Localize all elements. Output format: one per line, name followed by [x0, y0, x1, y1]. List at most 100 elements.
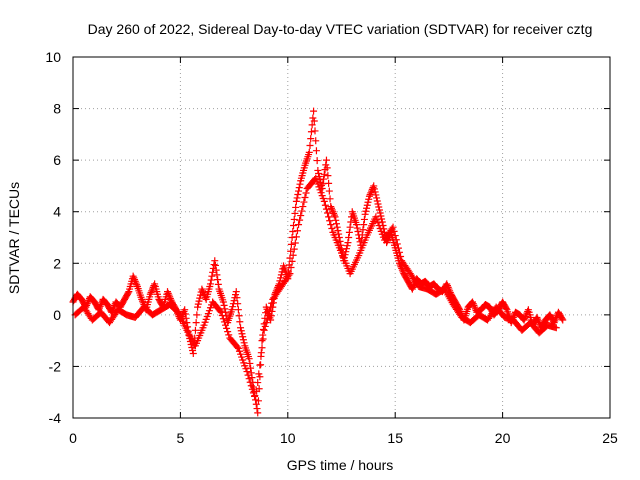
- data-point-marker: [342, 248, 350, 256]
- data-point-marker: [299, 203, 307, 211]
- y-tick-label: 4: [53, 204, 61, 220]
- data-point-marker: [213, 271, 221, 279]
- data-point-marker: [327, 203, 335, 211]
- data-point-marker: [233, 343, 241, 351]
- data-point-marker: [471, 303, 479, 311]
- data-point-marker: [195, 297, 203, 305]
- data-point-marker: [325, 187, 333, 195]
- data-point-marker: [332, 216, 340, 224]
- data-point-marker: [238, 330, 246, 338]
- data-point-marker: [235, 312, 243, 320]
- data-point-marker: [326, 195, 334, 203]
- data-point-marker: [295, 187, 303, 195]
- data-point-marker: [221, 305, 229, 313]
- data-point-marker: [222, 321, 230, 329]
- data-point-marker: [240, 339, 248, 347]
- data-point-marker: [397, 253, 405, 261]
- data-point-marker: [307, 135, 315, 143]
- data-point-marker: [234, 300, 242, 308]
- data-point-marker: [287, 240, 295, 248]
- y-tick-label: 10: [45, 49, 61, 65]
- data-point-marker: [220, 301, 228, 309]
- data-point-marker: [237, 324, 245, 332]
- data-point-marker: [232, 291, 240, 299]
- data-point-marker: [314, 166, 322, 174]
- data-point-marker: [295, 221, 303, 229]
- data-point-marker: [321, 201, 329, 209]
- data-point-marker: [390, 227, 398, 235]
- data-point-marker: [214, 280, 222, 288]
- data-point-marker: [322, 161, 330, 169]
- data-point-marker: [198, 285, 206, 293]
- data-point-marker: [298, 207, 306, 215]
- x-tick-label: 15: [387, 430, 403, 446]
- plot-area-frame: [72, 56, 611, 419]
- data-point-marker: [138, 297, 146, 305]
- data-point-marker: [320, 197, 328, 205]
- data-point-marker: [247, 382, 255, 390]
- data-point-marker: [96, 302, 104, 310]
- data-point-marker: [389, 223, 397, 231]
- data-point-marker: [534, 317, 542, 325]
- data-point-marker: [378, 215, 386, 223]
- data-point-marker: [364, 198, 372, 206]
- data-point-marker: [292, 197, 300, 205]
- data-point-marker: [237, 327, 245, 335]
- data-point-marker: [408, 285, 416, 293]
- data-point-marker: [236, 318, 244, 326]
- data-point-marker: [301, 194, 309, 202]
- data-point-marker: [310, 117, 318, 125]
- data-point-marker: [325, 213, 333, 221]
- data-point-marker: [253, 405, 261, 413]
- x-tick-label: 5: [177, 430, 185, 446]
- data-point-marker: [181, 310, 189, 318]
- y-axis-label: SDTVAR / TECUs: [6, 182, 22, 294]
- data-point-marker: [395, 248, 403, 256]
- data-point-marker: [330, 211, 338, 219]
- data-point-marker: [353, 224, 361, 232]
- data-point-marker: [534, 315, 542, 323]
- data-point-marker: [223, 324, 231, 332]
- data-point-marker: [345, 234, 353, 241]
- data-point-marker: [181, 306, 189, 314]
- y-tick-label: 2: [53, 255, 61, 271]
- data-point-marker: [300, 198, 308, 206]
- data-point-marker: [533, 313, 541, 321]
- data-point-marker: [219, 298, 227, 306]
- data-point-marker: [373, 197, 381, 205]
- data-point-marker: [276, 277, 284, 285]
- data-point-marker: [214, 276, 222, 284]
- y-tick-label: -4: [49, 410, 62, 426]
- data-point-marker: [399, 268, 407, 276]
- data-point-marker: [377, 212, 385, 220]
- data-point-marker: [165, 291, 173, 299]
- data-point-marker: [522, 313, 530, 321]
- data-point-marker: [327, 221, 335, 229]
- data-point-marker: [296, 216, 304, 224]
- data-point-marker: [233, 294, 241, 302]
- data-point-marker: [219, 315, 227, 323]
- data-point-marker: [97, 301, 105, 309]
- data-point-marker: [361, 210, 369, 218]
- data-point-marker: [146, 290, 154, 298]
- data-point-marker: [552, 324, 560, 332]
- data-point-marker: [365, 192, 373, 200]
- data-point-marker: [297, 212, 305, 220]
- data-point-marker: [211, 257, 219, 265]
- data-point-marker: [109, 305, 117, 313]
- data-point-marker: [470, 301, 478, 309]
- data-point-marker: [131, 277, 139, 285]
- data-point-marker: [194, 300, 202, 308]
- data-point-marker: [331, 213, 339, 221]
- data-point-marker: [343, 242, 351, 250]
- data-point-marker: [292, 233, 300, 241]
- data-point-marker: [328, 206, 336, 214]
- data-point-marker: [325, 179, 333, 187]
- data-point-marker: [264, 311, 272, 319]
- y-tick-label: 0: [53, 307, 61, 323]
- data-point-marker: [131, 276, 139, 284]
- data-point-marker: [558, 315, 566, 323]
- data-point-marker: [193, 311, 201, 319]
- data-point-marker: [209, 268, 217, 276]
